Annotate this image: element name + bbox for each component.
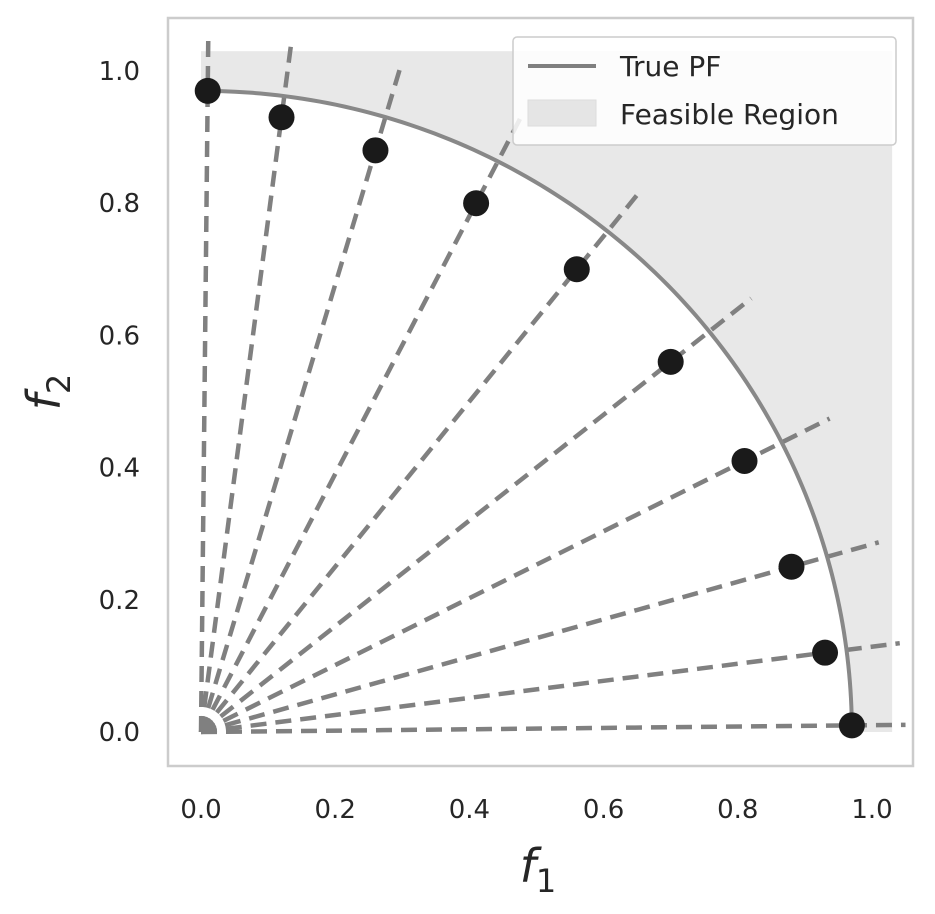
solution-points-layer bbox=[194, 77, 865, 739]
solution-point-3 bbox=[362, 137, 389, 164]
true-pf-curve bbox=[200, 88, 854, 733]
y-tick-labels: 0.0 0.2 0.4 0.6 0.8 1.0 bbox=[99, 57, 140, 748]
weight-ray-8 bbox=[200, 540, 880, 735]
weight-ray-1 bbox=[198, 37, 211, 733]
solution-point-1 bbox=[194, 77, 221, 104]
solution-point-5 bbox=[563, 256, 590, 283]
weight-ray-7 bbox=[199, 416, 831, 735]
solution-point-9 bbox=[812, 639, 839, 666]
true-pf-layer bbox=[200, 88, 854, 733]
legend-label-true-pf: True PF bbox=[619, 50, 721, 83]
legend-label-feasible-region: Feasible Region bbox=[620, 98, 839, 131]
x-tick-label: 1.0 bbox=[851, 795, 892, 825]
solution-point-2 bbox=[268, 104, 295, 131]
y-axis-label: f2 bbox=[17, 374, 78, 411]
solution-point-10 bbox=[838, 712, 865, 739]
weight-ray-6 bbox=[199, 296, 753, 734]
weight-ray-2 bbox=[198, 43, 294, 733]
x-axis-label-sub: 1 bbox=[536, 862, 556, 900]
x-tick-label: 0.4 bbox=[449, 795, 490, 825]
x-tick-label: 0.0 bbox=[180, 795, 221, 825]
x-tick-label: 0.2 bbox=[315, 795, 356, 825]
dominated-area bbox=[201, 90, 852, 732]
y-tick-label: 1.0 bbox=[99, 57, 140, 87]
feasible-region-layer bbox=[201, 51, 893, 733]
y-tick-label: 0.4 bbox=[99, 454, 140, 484]
solution-point-4 bbox=[463, 190, 490, 217]
solution-point-8 bbox=[778, 553, 805, 580]
y-tick-label: 0.8 bbox=[99, 189, 140, 219]
y-tick-label: 0.6 bbox=[99, 321, 140, 351]
weight-ray-4 bbox=[199, 113, 525, 734]
x-axis-label: f1 bbox=[520, 839, 557, 900]
weight-rays-layer bbox=[198, 37, 906, 735]
solution-point-7 bbox=[731, 447, 758, 474]
legend-box bbox=[512, 36, 897, 146]
legend: True PF Feasible Region bbox=[512, 36, 897, 146]
y-axis-label-sub: 2 bbox=[40, 374, 78, 394]
solution-point-6 bbox=[657, 348, 684, 375]
weight-ray-3 bbox=[198, 65, 403, 733]
weight-ray-5 bbox=[199, 188, 643, 734]
y-tick-label: 0.0 bbox=[99, 718, 140, 748]
x-tick-label: 0.8 bbox=[717, 795, 758, 825]
x-tick-label: 0.6 bbox=[583, 795, 624, 825]
legend-patch-swatch bbox=[527, 99, 597, 127]
weight-ray-9 bbox=[200, 640, 901, 735]
y-tick-label: 0.2 bbox=[99, 586, 140, 616]
x-tick-labels: 0.0 0.2 0.4 0.6 0.8 1.0 bbox=[180, 795, 892, 825]
weight-ray-10 bbox=[200, 722, 906, 735]
